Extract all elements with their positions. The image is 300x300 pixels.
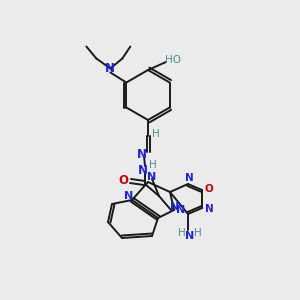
Text: N: N <box>176 205 186 215</box>
Text: N: N <box>105 62 115 75</box>
Text: N: N <box>138 164 148 178</box>
Text: O: O <box>205 184 213 194</box>
Text: HO: HO <box>165 55 181 65</box>
Text: N: N <box>205 204 213 214</box>
Text: N: N <box>137 148 147 160</box>
Text: N: N <box>124 191 134 201</box>
Text: N: N <box>147 172 157 182</box>
Text: H: H <box>152 129 160 139</box>
Text: N: N <box>185 231 195 241</box>
Text: H: H <box>194 228 202 238</box>
Text: H: H <box>149 160 157 170</box>
Text: N: N <box>184 173 194 183</box>
Text: H: H <box>178 228 186 238</box>
Text: O: O <box>118 175 128 188</box>
Text: N: N <box>170 202 180 212</box>
